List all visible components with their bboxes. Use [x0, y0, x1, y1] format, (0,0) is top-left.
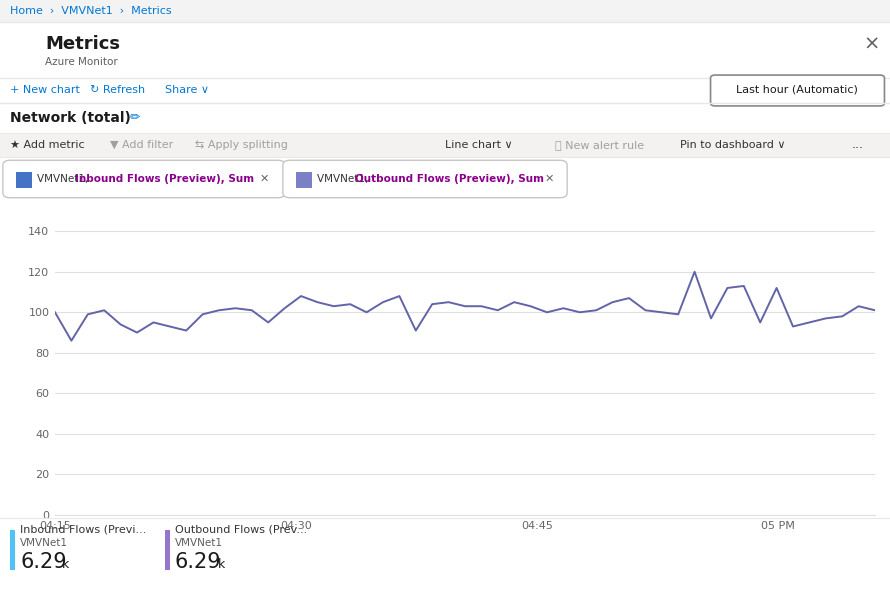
Text: Metrics: Metrics	[45, 35, 120, 53]
Text: Home  ›  VMVNet1  ›  Metrics: Home › VMVNet1 › Metrics	[10, 6, 172, 16]
Text: k: k	[62, 558, 69, 571]
Text: VMVNet1,: VMVNet1,	[37, 174, 92, 184]
Text: 6.29: 6.29	[175, 552, 222, 572]
Text: ✕: ✕	[260, 174, 270, 184]
Text: + New chart: + New chart	[10, 85, 80, 95]
Text: VMVNet1: VMVNet1	[175, 538, 223, 548]
Text: ▼ Add filter: ▼ Add filter	[110, 140, 174, 150]
Text: ...: ...	[852, 138, 864, 151]
Text: ↻ Refresh: ↻ Refresh	[90, 85, 145, 95]
Text: Inbound Flows (Preview), Sum: Inbound Flows (Preview), Sum	[75, 174, 255, 184]
Text: Network (total): Network (total)	[10, 111, 131, 125]
Text: ✕: ✕	[545, 174, 554, 184]
Text: Pin to dashboard ∨: Pin to dashboard ∨	[680, 140, 786, 150]
Text: 💬 New alert rule: 💬 New alert rule	[555, 140, 644, 150]
Text: Inbound Flows (Previ...: Inbound Flows (Previ...	[20, 525, 146, 535]
Text: ⇆ Apply splitting: ⇆ Apply splitting	[195, 140, 287, 150]
Text: ★ Add metric: ★ Add metric	[10, 140, 85, 150]
Text: Outbound Flows (Preview), Sum: Outbound Flows (Preview), Sum	[355, 174, 544, 184]
Text: Azure Monitor: Azure Monitor	[45, 57, 117, 67]
Text: VMVNet1: VMVNet1	[20, 538, 68, 548]
Text: Share ∨: Share ∨	[165, 85, 209, 95]
Text: Line chart ∨: Line chart ∨	[445, 140, 513, 150]
Text: ✏: ✏	[130, 111, 141, 124]
Text: ×: ×	[864, 35, 880, 54]
Text: k: k	[218, 558, 225, 571]
Text: 6.29: 6.29	[20, 552, 67, 572]
Text: VMVNet1,: VMVNet1,	[317, 174, 372, 184]
Text: Last hour (Automatic): Last hour (Automatic)	[736, 85, 858, 95]
Text: Outbound Flows (Prev...: Outbound Flows (Prev...	[175, 525, 307, 535]
